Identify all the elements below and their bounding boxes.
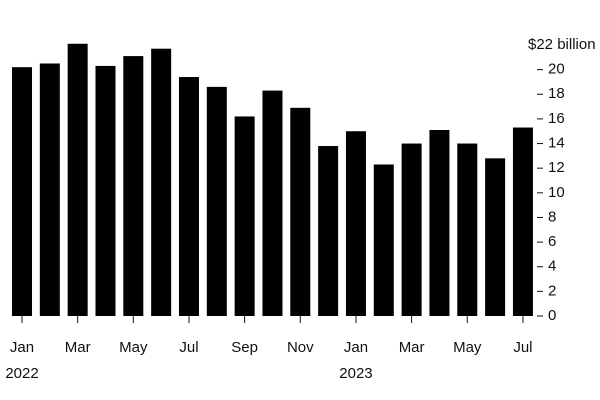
y-tick-label: 16 bbox=[548, 110, 565, 127]
x-tick-label: Jan bbox=[344, 339, 368, 356]
bar bbox=[178, 77, 199, 316]
bar bbox=[95, 65, 116, 316]
y-tick-label: 8 bbox=[548, 208, 556, 225]
x-tick-label: Mar bbox=[399, 339, 425, 356]
y-tick-label: 14 bbox=[548, 135, 565, 152]
bar bbox=[318, 146, 339, 316]
bar bbox=[67, 43, 88, 316]
x-tick-label: Mar bbox=[65, 339, 91, 356]
bar bbox=[12, 67, 32, 316]
y-tick-label: 12 bbox=[548, 159, 565, 176]
y-tick-label: 10 bbox=[548, 184, 565, 201]
x-tick-label: Jan bbox=[10, 339, 34, 356]
bar bbox=[512, 127, 533, 316]
y-tick-label: 2 bbox=[548, 282, 556, 299]
bar bbox=[401, 143, 422, 316]
bar bbox=[206, 86, 227, 316]
y-tick-label: 0 bbox=[548, 307, 556, 324]
y-tick-label: 18 bbox=[548, 85, 565, 102]
y-tick-label: 6 bbox=[548, 233, 556, 250]
bar bbox=[345, 131, 366, 316]
x-year-label: 2022 bbox=[5, 365, 38, 382]
x-tick-label: Jul bbox=[179, 339, 198, 356]
x-tick-label: Sep bbox=[231, 339, 258, 356]
bar bbox=[485, 158, 506, 316]
x-tick-label: May bbox=[119, 339, 148, 356]
y-tick-label: 20 bbox=[548, 61, 565, 78]
bar bbox=[123, 56, 144, 316]
x-tick-label: Nov bbox=[287, 339, 314, 356]
bar bbox=[39, 63, 60, 317]
bar bbox=[429, 129, 450, 316]
x-tick-label: May bbox=[453, 339, 482, 356]
bar bbox=[234, 116, 255, 316]
bar bbox=[373, 164, 394, 316]
x-tick-label: Jul bbox=[513, 339, 532, 356]
y-axis-unit-label: $22 billion bbox=[528, 36, 596, 53]
bar bbox=[262, 90, 283, 316]
bar bbox=[151, 48, 172, 316]
bar bbox=[457, 143, 478, 316]
y-tick-label: 4 bbox=[548, 258, 556, 275]
x-year-label: 2023 bbox=[339, 365, 372, 382]
bar bbox=[290, 107, 311, 316]
